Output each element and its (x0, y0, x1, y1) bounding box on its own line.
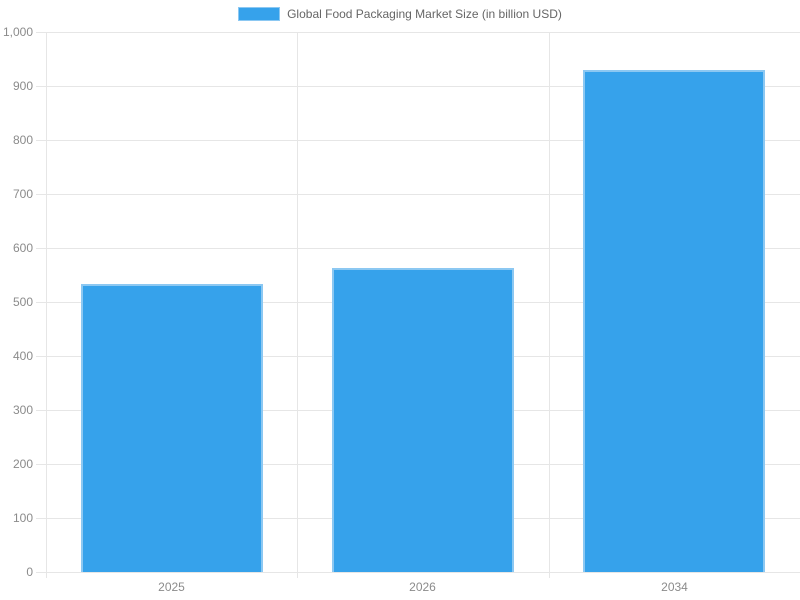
y-tick-mark (36, 86, 46, 87)
y-tick-label: 200 (12, 457, 33, 471)
y-tick-mark (36, 194, 46, 195)
gridline-x-boundary (549, 32, 550, 578)
y-tick-label: 1,000 (2, 25, 33, 39)
y-tick-mark (36, 248, 46, 249)
gridline-y-600 (46, 248, 800, 249)
legend-swatch (238, 7, 281, 21)
y-tick-label: 300 (12, 403, 33, 417)
bar-2026[interactable] (332, 268, 514, 572)
gridline-y-1000 (46, 32, 800, 33)
x-axis-line (46, 572, 800, 573)
y-tick-mark (36, 32, 46, 33)
x-label-2026: 2026 (409, 580, 436, 594)
y-tick-label: 0 (26, 565, 33, 579)
y-tick-mark (36, 302, 46, 303)
y-tick-label: 500 (12, 295, 33, 309)
y-tick-mark (36, 464, 46, 465)
gridline-y-700 (46, 194, 800, 195)
bar-2025[interactable] (81, 284, 263, 572)
y-tick-mark (36, 572, 46, 573)
x-label-2034: 2034 (661, 580, 688, 594)
y-tick-label: 100 (12, 511, 33, 525)
bar-2034[interactable] (583, 70, 765, 572)
y-tick-label: 600 (12, 241, 33, 255)
y-tick-mark (36, 410, 46, 411)
y-tick-label: 700 (12, 187, 33, 201)
y-axis-line (46, 32, 47, 578)
gridline-y-800 (46, 140, 800, 141)
y-tick-mark (36, 518, 46, 519)
y-tick-label: 900 (12, 79, 33, 93)
x-label-2025: 2025 (158, 580, 185, 594)
gridline-x-boundary (297, 32, 298, 578)
y-tick-label: 400 (12, 349, 33, 363)
y-tick-mark (36, 356, 46, 357)
y-tick-mark (36, 140, 46, 141)
y-tick-label: 800 (12, 133, 33, 147)
legend-label: Global Food Packaging Market Size (in bi… (287, 7, 562, 21)
legend-item[interactable]: Global Food Packaging Market Size (in bi… (0, 6, 800, 22)
gridline-y-900 (46, 86, 800, 87)
